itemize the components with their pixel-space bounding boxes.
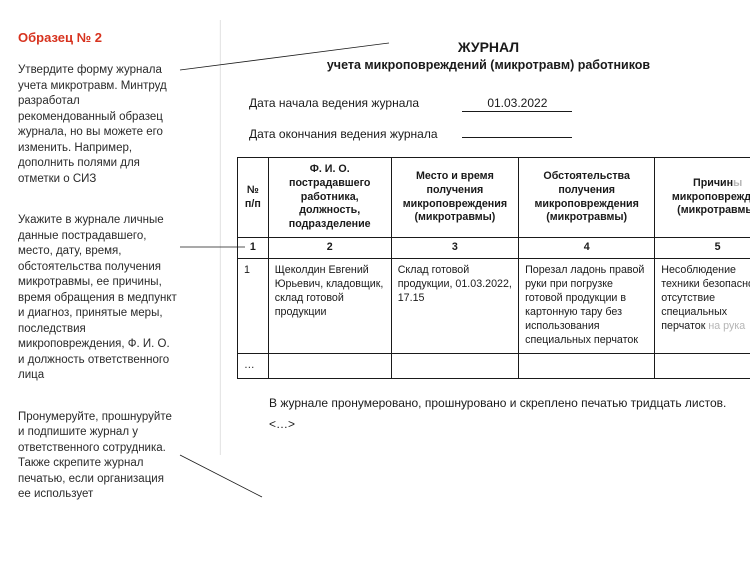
table-header-row: № п/п Ф. И. О. пострадавшего работника, … — [238, 157, 750, 238]
end-date-blank — [462, 126, 572, 138]
th-place: Место и время получения микроповреждения… — [391, 157, 518, 238]
sidebar-note: Укажите в журнале личные данные пострада… — [18, 213, 178, 384]
table-colnum-row: 1 2 3 4 5 — [238, 238, 750, 259]
start-date-value: 01.03.2022 — [462, 96, 572, 112]
footer-text: В журнале пронумеровано, прошнуровано и … — [269, 395, 750, 412]
colnum: 1 — [238, 238, 269, 259]
th-cause: Причины микроповрежден (микротравмы) — [655, 157, 750, 238]
document-title: ЖУРНАЛ учета микроповреждений (микротрав… — [237, 38, 750, 88]
colnum: 2 — [268, 238, 391, 259]
th-cause-l1: Причин — [693, 177, 733, 189]
colnum: 5 — [655, 238, 750, 259]
cell-fio: Щеколдин Евгений Юрьевич, кладовщик, скл… — [268, 259, 391, 353]
start-date-row: Дата начала ведения журнала 01.03.2022 — [237, 96, 750, 112]
table-row-ellipsis: … — [238, 353, 750, 378]
title-line2: учета микроповреждений (микротравм) рабо… — [237, 57, 740, 74]
end-date-row: Дата окончания ведения журнала — [237, 126, 750, 141]
th-cause-l2: микроповрежде — [672, 191, 750, 203]
title-line1: ЖУРНАЛ — [458, 39, 519, 55]
end-date-label: Дата окончания ведения журнала — [249, 127, 459, 141]
th-circ: Обстоятельства получения микроповреждени… — [519, 157, 655, 238]
cell-ellipsis: … — [238, 353, 269, 378]
table-row: 1 Щеколдин Евгений Юрьевич, кладовщик, с… — [238, 259, 750, 353]
sidebar: Образец № 2 Утвердите форму журнала учет… — [18, 30, 178, 529]
document-page: ЖУРНАЛ учета микроповреждений (микротрав… — [220, 20, 750, 455]
cell-place: Склад готовой продукции, 01.03.2022, 17.… — [391, 259, 518, 353]
sidebar-note: Пронумеруйте, прошнуруйте и подпишите жу… — [18, 410, 178, 503]
sample-number-label: Образец № 2 — [18, 30, 178, 45]
cell-circ: Порезал ладонь правой руки при погрузке … — [519, 259, 655, 353]
footer-ellipsis: <…> — [269, 417, 750, 431]
callout-line — [180, 455, 262, 497]
cell-cause: Несоблюдение техники безопасности, отсут… — [655, 259, 750, 353]
colnum: 4 — [519, 238, 655, 259]
th-np: № п/п — [238, 157, 269, 238]
cell-cause-grey: на рука — [708, 320, 745, 332]
cell-np: 1 — [238, 259, 269, 353]
start-date-label: Дата начала ведения журнала — [249, 96, 459, 110]
journal-table: № п/п Ф. И. О. пострадавшего работника, … — [237, 157, 750, 379]
th-fio: Ф. И. О. пострадавшего работника, должно… — [268, 157, 391, 238]
sidebar-note: Утвердите форму журнала учета микротравм… — [18, 63, 178, 187]
cell-empty — [519, 353, 655, 378]
colnum: 3 — [391, 238, 518, 259]
cell-empty — [268, 353, 391, 378]
cell-empty — [391, 353, 518, 378]
th-cause-l3: (микротравмы — [677, 204, 750, 216]
cell-empty — [655, 353, 750, 378]
